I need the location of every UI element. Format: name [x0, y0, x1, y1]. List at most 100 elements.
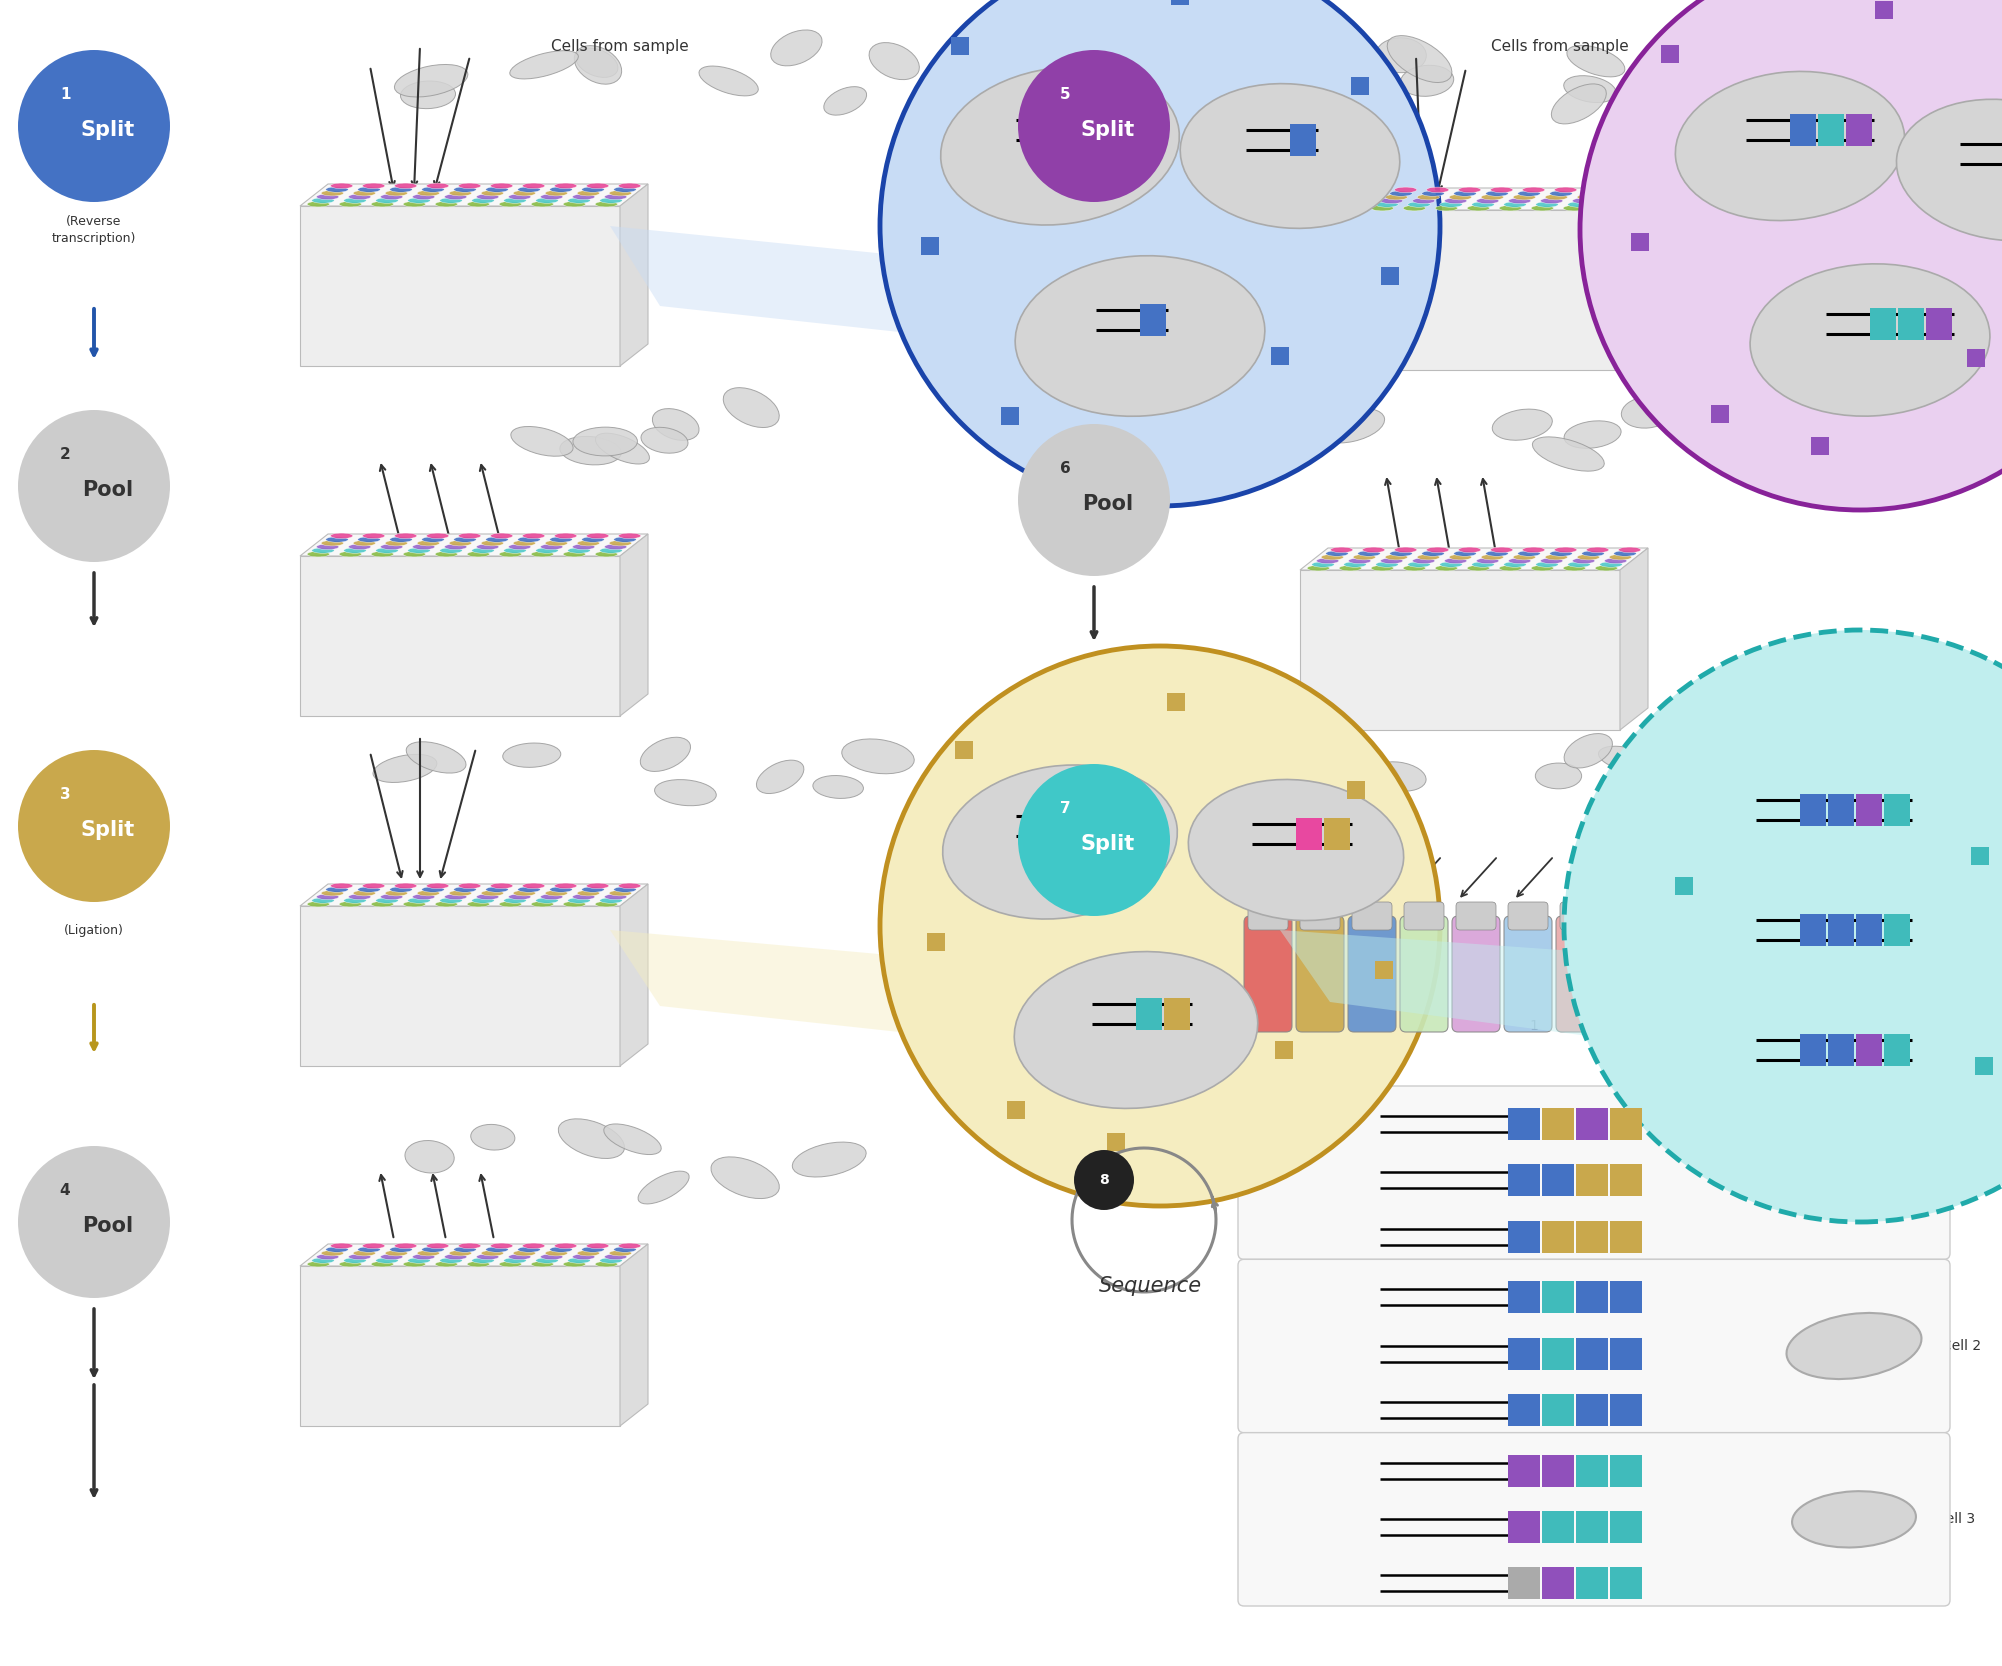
Text: 5: 5 [1059, 87, 1071, 102]
Text: Cells from sample: Cells from sample [551, 38, 689, 53]
Ellipse shape [1357, 551, 1379, 556]
Ellipse shape [1453, 551, 1475, 556]
Bar [921, 237, 939, 255]
Ellipse shape [1499, 565, 1522, 571]
Ellipse shape [448, 540, 472, 546]
Ellipse shape [1694, 426, 1758, 461]
Ellipse shape [503, 743, 561, 768]
Ellipse shape [362, 183, 384, 188]
Ellipse shape [509, 895, 531, 900]
Ellipse shape [537, 198, 559, 203]
Ellipse shape [1568, 45, 1626, 77]
Ellipse shape [563, 202, 585, 207]
Ellipse shape [1439, 202, 1461, 207]
Polygon shape [1610, 233, 1706, 348]
Ellipse shape [1508, 198, 1532, 203]
Ellipse shape [320, 190, 344, 197]
Ellipse shape [1459, 546, 1481, 553]
Ellipse shape [458, 183, 480, 188]
Bar [1576, 1568, 1608, 1599]
Ellipse shape [416, 890, 440, 896]
Ellipse shape [486, 187, 509, 192]
Ellipse shape [312, 198, 334, 203]
Text: Gene G: Gene G [1259, 1578, 1303, 1589]
Ellipse shape [1596, 205, 1618, 212]
Ellipse shape [1582, 190, 1604, 197]
Ellipse shape [394, 183, 416, 188]
Ellipse shape [1750, 263, 1990, 416]
Text: 1: 1 [60, 87, 70, 102]
Ellipse shape [573, 545, 595, 550]
Ellipse shape [1540, 558, 1564, 563]
Ellipse shape [362, 1243, 384, 1248]
Ellipse shape [1471, 561, 1493, 566]
Bar [1610, 1394, 1642, 1426]
Ellipse shape [1475, 198, 1499, 203]
Ellipse shape [569, 1258, 591, 1263]
Ellipse shape [472, 1258, 494, 1263]
Ellipse shape [813, 775, 863, 798]
Ellipse shape [330, 183, 352, 188]
Ellipse shape [422, 1246, 444, 1253]
Ellipse shape [412, 895, 434, 900]
Polygon shape [621, 535, 649, 716]
Ellipse shape [1421, 190, 1443, 197]
Bar [1846, 113, 1872, 147]
Bar [1375, 961, 1393, 980]
Text: Gene C: Gene C [1259, 1230, 1303, 1243]
Circle shape [1073, 1150, 1133, 1210]
Ellipse shape [348, 193, 370, 200]
Ellipse shape [434, 202, 458, 207]
Ellipse shape [1536, 763, 1582, 788]
Ellipse shape [523, 183, 545, 188]
Ellipse shape [1784, 1131, 1924, 1213]
Ellipse shape [344, 548, 366, 553]
Ellipse shape [1407, 202, 1429, 207]
Ellipse shape [370, 551, 394, 556]
Circle shape [1017, 765, 1169, 916]
Ellipse shape [394, 1243, 416, 1248]
Ellipse shape [326, 886, 348, 893]
Ellipse shape [1325, 73, 1397, 115]
Bar [1856, 915, 1882, 946]
Ellipse shape [519, 886, 541, 893]
Ellipse shape [1546, 195, 1568, 200]
Bar [1139, 303, 1165, 337]
Ellipse shape [338, 202, 362, 207]
Bar [1818, 113, 1844, 147]
Ellipse shape [1015, 951, 1257, 1108]
Bar [1828, 795, 1854, 826]
Ellipse shape [444, 545, 466, 550]
Ellipse shape [1427, 187, 1449, 193]
Ellipse shape [358, 536, 380, 541]
Ellipse shape [641, 426, 689, 453]
Ellipse shape [352, 1251, 376, 1256]
Bar [1508, 1221, 1540, 1253]
Ellipse shape [577, 540, 599, 546]
Polygon shape [300, 183, 649, 207]
Ellipse shape [605, 1254, 627, 1259]
Ellipse shape [370, 1261, 394, 1266]
Text: 4: 4 [1698, 1020, 1706, 1033]
Bar [1576, 1338, 1608, 1369]
Ellipse shape [1311, 561, 1333, 566]
Bar [1107, 1133, 1125, 1151]
Ellipse shape [1307, 205, 1329, 212]
Ellipse shape [458, 533, 480, 538]
Ellipse shape [1604, 558, 1628, 563]
Ellipse shape [448, 1251, 472, 1256]
Polygon shape [611, 930, 1005, 1043]
FancyBboxPatch shape [1504, 916, 1552, 1031]
Bar [955, 741, 973, 760]
Ellipse shape [531, 1261, 553, 1266]
Bar [1576, 1221, 1608, 1253]
Ellipse shape [509, 545, 531, 550]
Ellipse shape [1536, 202, 1558, 207]
Ellipse shape [394, 533, 416, 538]
Ellipse shape [587, 533, 609, 538]
Ellipse shape [498, 1261, 523, 1266]
Ellipse shape [595, 551, 617, 556]
Ellipse shape [412, 1254, 434, 1259]
Text: (Lysis + PCR): (Lysis + PCR) [1053, 938, 1135, 951]
Ellipse shape [1586, 546, 1610, 553]
